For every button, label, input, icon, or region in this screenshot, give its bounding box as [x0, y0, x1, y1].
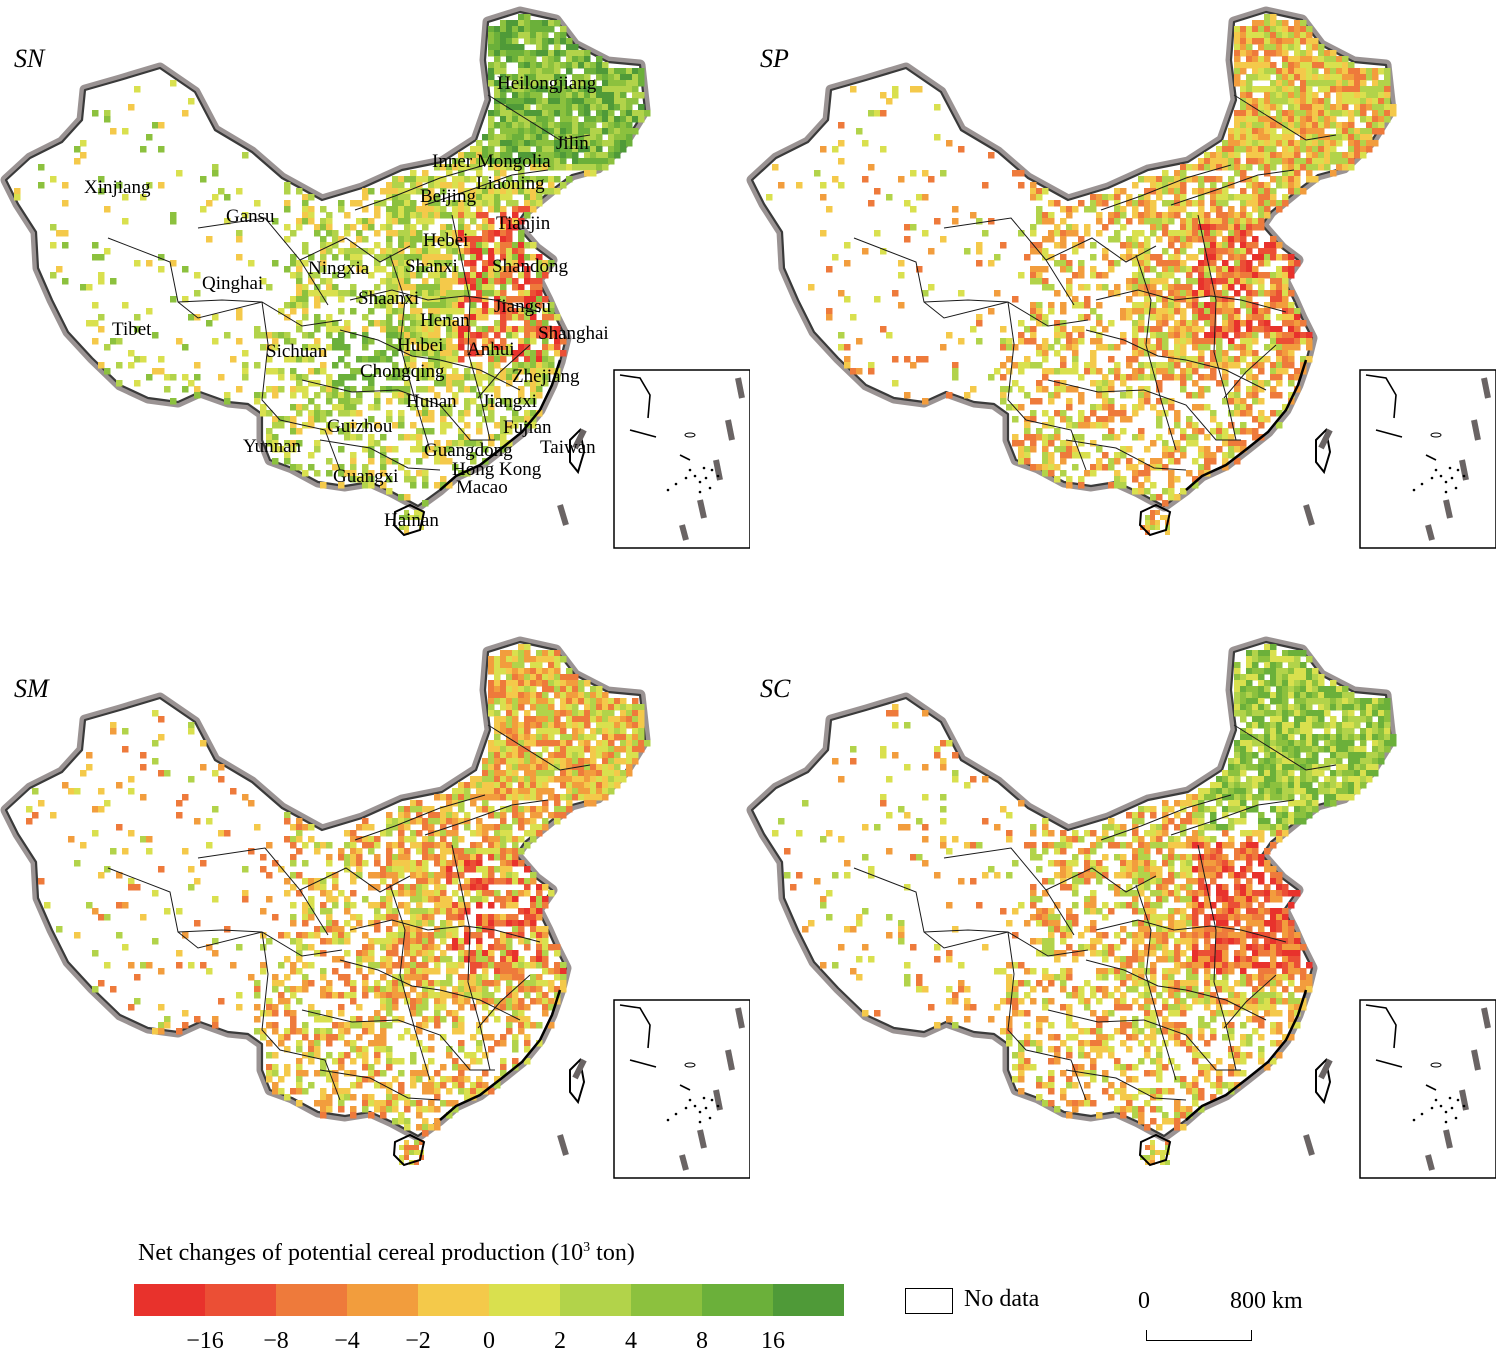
province-label: Yunnan	[243, 436, 302, 457]
province-label: Shandong	[492, 256, 568, 277]
legend-tick-label: −4	[334, 1328, 360, 1354]
province-label: Hainan	[384, 510, 439, 531]
map-panel-sp: SP	[746, 0, 1496, 600]
province-label: Jilin	[556, 133, 589, 154]
legend-tick-label: −2	[405, 1328, 431, 1354]
panel-label-sn: SN	[14, 44, 45, 73]
province-label: Shaanxi	[358, 288, 420, 309]
province-label: Gansu	[226, 206, 275, 227]
scale-bar	[1146, 1330, 1252, 1341]
province-label: Taiwan	[540, 437, 596, 458]
county-fill	[26, 644, 651, 1165]
county-fill	[772, 644, 1397, 1165]
province-label: Beijing	[420, 186, 476, 207]
china-map	[746, 636, 1496, 1179]
province-label: Hunan	[406, 391, 457, 412]
panel-label-sp: SP	[760, 44, 789, 73]
legend-swatch	[631, 1284, 702, 1316]
province-label: Shanghai	[538, 323, 609, 344]
legend-tick-label: −8	[263, 1328, 289, 1354]
legend-swatch	[347, 1284, 418, 1316]
province-label: Tibet	[112, 319, 152, 340]
china-map	[0, 6, 750, 549]
legend-tick-label: 4	[625, 1328, 637, 1354]
legend-title: Net changes of potential cereal producti…	[138, 1240, 635, 1266]
china-map	[746, 6, 1496, 549]
legend-tick-label: 8	[696, 1328, 708, 1354]
scale-bar-end: 800 km	[1230, 1288, 1303, 1314]
province-label: Fujian	[503, 417, 552, 438]
province-label: Guizhou	[327, 416, 393, 437]
province-label: Inner Mongolia	[432, 151, 551, 172]
no-data-swatch	[905, 1288, 953, 1314]
province-label: Jiangxi	[482, 391, 537, 412]
legend-swatch	[773, 1284, 844, 1316]
province-label: Hebei	[423, 230, 469, 251]
map-panel-sc: SC	[746, 630, 1496, 1230]
legend-tick-label: −16	[186, 1328, 224, 1354]
legend-swatch	[134, 1284, 205, 1316]
china-map	[0, 636, 750, 1179]
map-panel-sn: SN Heilongjiang Jilin Inner Mongolia Liaonin…	[0, 0, 750, 600]
province-label: Anhui	[467, 339, 515, 360]
legend-swatch	[276, 1284, 347, 1316]
legend-swatch	[560, 1284, 631, 1316]
province-label: Guangxi	[333, 466, 399, 487]
province-label: Hong Kong	[452, 459, 542, 480]
legend-tick-label: 16	[761, 1328, 785, 1354]
legend-color-bar	[134, 1284, 844, 1316]
legend-tick-label: 0	[483, 1328, 495, 1354]
panel-label-sm: SM	[14, 674, 49, 703]
legend-swatch	[418, 1284, 489, 1316]
province-label: Sichuan	[266, 341, 328, 362]
map-panel-sm: SM	[0, 630, 750, 1230]
county-fill	[14, 14, 651, 535]
legend-swatch	[205, 1284, 276, 1316]
province-label: Liaoning	[476, 173, 545, 194]
legend-swatch	[702, 1284, 773, 1316]
province-label: Jiangsu	[494, 296, 551, 317]
province-label: Ningxia	[308, 258, 370, 279]
province-label: Shanxi	[405, 256, 458, 277]
province-label: Henan	[420, 310, 470, 331]
province-label: Guangdong	[424, 440, 513, 461]
province-label: Macao	[456, 477, 508, 498]
province-label: Chongqing	[360, 361, 445, 382]
province-label: Xinjiang	[84, 177, 151, 198]
no-data-label: No data	[964, 1286, 1040, 1312]
panel-label-sc: SC	[760, 674, 791, 703]
province-label: Zhejiang	[512, 366, 580, 387]
province-label: Hubei	[397, 335, 444, 356]
province-label: Heilongjiang	[497, 73, 597, 94]
county-fill	[766, 14, 1397, 535]
province-label: Qinghai	[202, 273, 264, 294]
legend-tick-label: 2	[554, 1328, 566, 1354]
scale-bar-start: 0	[1138, 1288, 1150, 1314]
province-label: Tianjin	[496, 213, 551, 234]
legend-swatch	[489, 1284, 560, 1316]
